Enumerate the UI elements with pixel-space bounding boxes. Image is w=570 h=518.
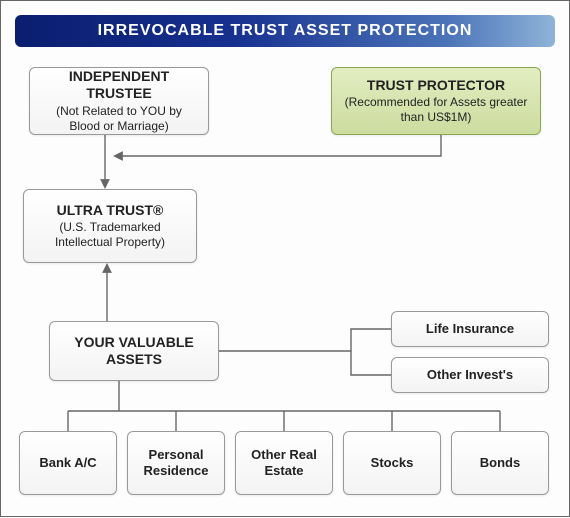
edge-protector-ultra (115, 135, 441, 156)
node-other-invest: Other Invest's (391, 357, 549, 393)
node-other-invest-title: Other Invest's (427, 367, 513, 383)
diagram-title-text: IRREVOCABLE TRUST ASSET PROTECTION (98, 22, 473, 40)
node-asset-bank: Bank A/C (19, 431, 117, 495)
node-asset-stocks: Stocks (343, 431, 441, 495)
node-ultra-sub: (U.S. Trademarked Intellectual Property) (34, 220, 186, 250)
edge-valuable-life (219, 329, 391, 351)
node-trustee: INDEPENDENT TRUSTEE (Not Related to YOU … (29, 67, 209, 135)
node-life-insurance: Life Insurance (391, 311, 549, 347)
node-life-title: Life Insurance (426, 321, 514, 337)
node-trustee-sub: (Not Related to YOU by Blood or Marriage… (40, 104, 198, 134)
node-asset-residence: Personal Residence (127, 431, 225, 495)
node-asset-bonds: Bonds (451, 431, 549, 495)
diagram-title: IRREVOCABLE TRUST ASSET PROTECTION (15, 15, 555, 47)
node-asset-real-estate: Other Real Estate (235, 431, 333, 495)
node-protector-title: TRUST PROTECTOR (367, 77, 505, 94)
node-protector: TRUST PROTECTOR (Recommended for Assets … (331, 67, 541, 135)
node-valuable-title: YOUR VALUABLE ASSETS (60, 334, 208, 368)
diagram-canvas: IRREVOCABLE TRUST ASSET PROTECTION (0, 0, 570, 517)
node-asset-residence-title: Personal Residence (138, 447, 214, 478)
node-protector-sub: (Recommended for Assets greater than US$… (342, 95, 530, 125)
node-asset-real-estate-title: Other Real Estate (246, 447, 322, 478)
node-ultra-title: ULTRA TRUST® (57, 202, 164, 219)
node-trustee-title: INDEPENDENT TRUSTEE (40, 68, 198, 102)
edge-valuable-otherinvest (351, 351, 391, 375)
node-asset-bank-title: Bank A/C (39, 455, 96, 471)
node-valuable-assets: YOUR VALUABLE ASSETS (49, 321, 219, 381)
node-asset-bonds-title: Bonds (480, 455, 520, 471)
node-ultra-trust: ULTRA TRUST® (U.S. Trademarked Intellect… (23, 189, 197, 263)
node-asset-stocks-title: Stocks (371, 455, 414, 471)
